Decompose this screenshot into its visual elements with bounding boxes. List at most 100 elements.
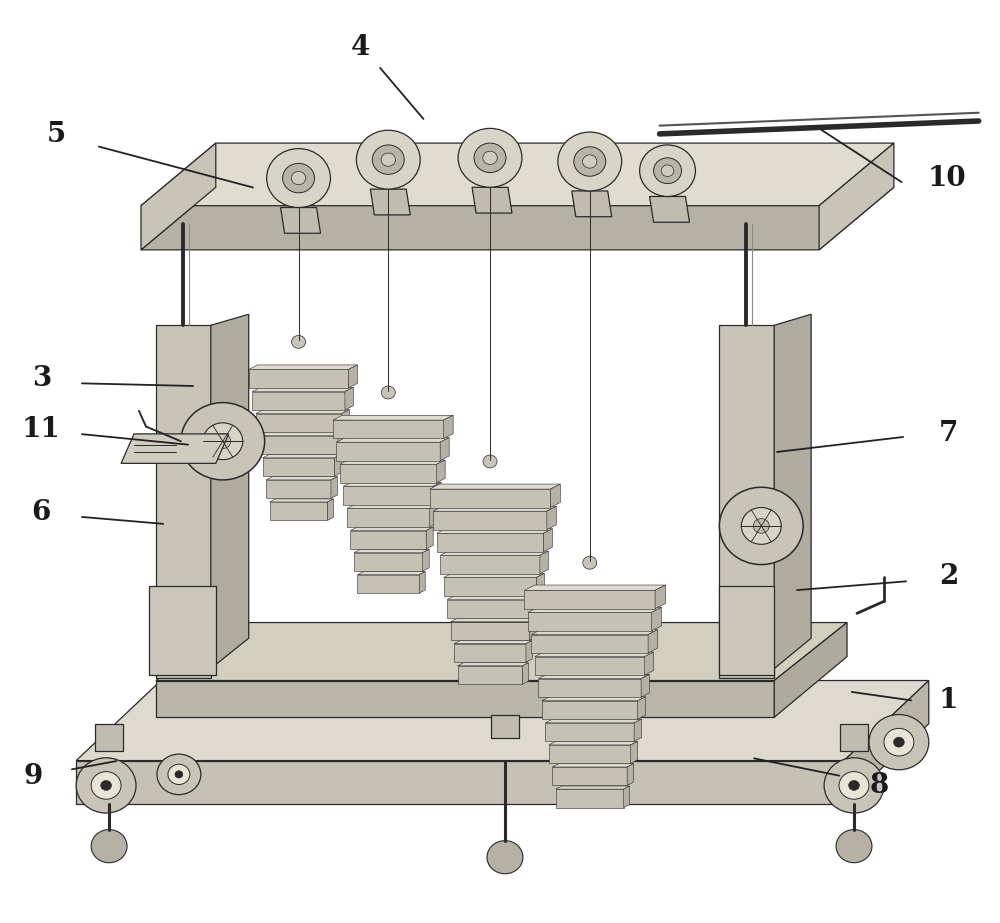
Polygon shape [545,719,642,723]
Circle shape [583,557,597,569]
Circle shape [181,402,265,480]
Polygon shape [454,641,532,643]
Text: 11: 11 [22,415,61,443]
Polygon shape [340,460,445,464]
Circle shape [654,158,681,184]
Polygon shape [538,678,641,697]
Polygon shape [542,697,646,701]
Polygon shape [270,499,333,502]
Polygon shape [266,480,331,498]
Polygon shape [624,786,630,808]
Polygon shape [156,622,847,680]
Polygon shape [141,143,894,206]
Polygon shape [719,325,774,677]
Polygon shape [336,442,440,461]
Polygon shape [526,641,532,662]
Polygon shape [451,621,529,640]
Polygon shape [156,680,774,717]
Polygon shape [543,529,552,552]
Polygon shape [552,763,634,767]
Polygon shape [528,613,652,630]
Circle shape [894,737,904,747]
Polygon shape [531,629,658,634]
Polygon shape [430,489,550,508]
Circle shape [91,830,127,863]
Polygon shape [338,432,345,454]
Polygon shape [333,420,444,438]
Circle shape [640,145,695,197]
Polygon shape [331,476,337,498]
Text: 1: 1 [939,688,958,714]
Polygon shape [634,719,642,741]
Circle shape [824,758,884,813]
Circle shape [661,165,674,176]
Polygon shape [266,476,337,480]
Polygon shape [550,484,560,508]
Circle shape [175,771,183,778]
Polygon shape [263,458,334,476]
Polygon shape [426,527,433,549]
Polygon shape [347,505,437,509]
Circle shape [753,519,769,533]
Circle shape [836,830,872,863]
Polygon shape [447,600,533,617]
Polygon shape [650,197,689,222]
Polygon shape [533,595,540,617]
Text: 3: 3 [32,366,51,392]
Circle shape [381,386,395,399]
Circle shape [157,754,201,795]
Polygon shape [556,789,624,808]
Polygon shape [95,724,123,751]
Polygon shape [430,505,437,527]
Polygon shape [256,414,341,432]
Text: 6: 6 [32,498,51,525]
Polygon shape [334,454,341,476]
Polygon shape [343,483,441,486]
Circle shape [101,781,111,790]
Polygon shape [149,586,216,675]
Polygon shape [840,724,868,751]
Polygon shape [535,652,654,656]
Circle shape [372,145,404,174]
Polygon shape [444,415,453,438]
Circle shape [381,153,395,166]
Polygon shape [524,591,655,609]
Polygon shape [652,607,662,630]
Polygon shape [648,629,658,653]
Circle shape [583,155,597,168]
Polygon shape [440,551,548,556]
Polygon shape [350,531,426,549]
Polygon shape [529,618,536,640]
Circle shape [483,151,497,164]
Text: 10: 10 [927,164,966,192]
Polygon shape [259,432,345,436]
Circle shape [884,728,914,756]
Polygon shape [333,415,453,420]
Polygon shape [263,454,341,458]
Polygon shape [447,595,540,600]
Circle shape [869,714,929,770]
Circle shape [483,455,497,468]
Polygon shape [522,663,528,684]
Polygon shape [774,622,847,717]
Polygon shape [433,511,547,530]
Circle shape [741,508,781,545]
Polygon shape [249,369,348,388]
Polygon shape [440,556,540,574]
Polygon shape [547,507,556,530]
Polygon shape [774,314,811,668]
Polygon shape [437,529,552,533]
Polygon shape [638,697,646,719]
Polygon shape [433,507,556,511]
Polygon shape [458,663,528,665]
Polygon shape [341,410,349,432]
Circle shape [849,781,859,790]
Circle shape [292,335,306,348]
Text: 4: 4 [351,34,370,61]
Text: 7: 7 [939,420,958,448]
Polygon shape [347,509,430,527]
Polygon shape [524,585,666,591]
Polygon shape [354,553,423,571]
Polygon shape [348,365,357,388]
Circle shape [203,423,243,460]
